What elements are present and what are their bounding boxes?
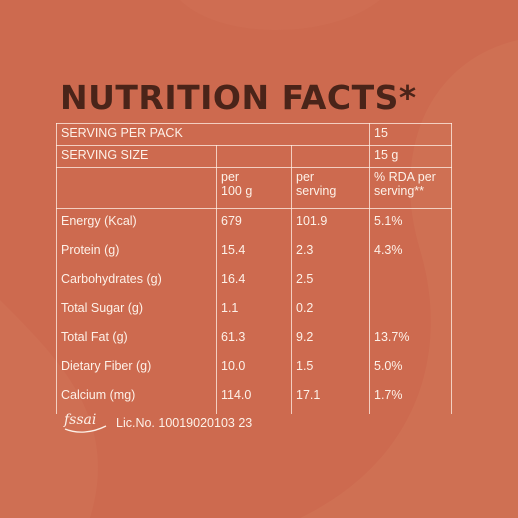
col-header-rda: % RDA per serving** xyxy=(369,167,452,209)
empty-cell xyxy=(216,145,292,168)
row-rda: 1.7% xyxy=(369,383,452,414)
row-per100: 61.3 xyxy=(216,325,292,354)
row-perserving: 17.1 xyxy=(291,383,370,414)
row-rda: 5.0% xyxy=(369,354,452,383)
row-label: Energy (Kcal) xyxy=(56,208,217,238)
table-row: Total Fat (g) 61.3 9.2 13.7% xyxy=(56,325,452,354)
column-header-row: per 100 g per serving % RDA per serving*… xyxy=(56,167,452,209)
nutrition-table: SERVING PER PACK 15 SERVING SIZE 15 g pe… xyxy=(56,123,452,414)
col-header-per100: per 100 g xyxy=(216,167,292,209)
table-row: Total Sugar (g) 1.1 0.2 xyxy=(56,296,452,325)
row-per100: 679 xyxy=(216,208,292,238)
row-perserving: 0.2 xyxy=(291,296,370,325)
col-header-perserving: per serving xyxy=(291,167,370,209)
row-label: Carbohydrates (g) xyxy=(56,267,217,296)
row-rda xyxy=(369,267,452,296)
table-row: Carbohydrates (g) 16.4 2.5 xyxy=(56,267,452,296)
svg-text:fssai: fssai xyxy=(63,412,96,428)
table-row: Protein (g) 15.4 2.3 4.3% xyxy=(56,238,452,267)
row-perserving: 1.5 xyxy=(291,354,370,383)
row-perserving: 2.3 xyxy=(291,238,370,267)
row-label: Calcium (mg) xyxy=(56,383,217,414)
col-header-per100-line1: per xyxy=(221,170,240,184)
empty-cell xyxy=(291,145,370,168)
col-header-rda-line2: serving** xyxy=(374,184,425,198)
table-row: Energy (Kcal) 679 101.9 5.1% xyxy=(56,208,452,238)
row-per100: 10.0 xyxy=(216,354,292,383)
serving-per-pack-label: SERVING PER PACK xyxy=(56,123,370,146)
license-footer: fssai Lic.No. 10019020103 23 xyxy=(62,410,252,436)
row-rda: 4.3% xyxy=(369,238,452,267)
page-title: NUTRITION FACTS* xyxy=(60,78,417,117)
empty-cell xyxy=(56,167,217,209)
fssai-logo-icon: fssai xyxy=(63,412,107,433)
row-per100: 15.4 xyxy=(216,238,292,267)
row-perserving: 9.2 xyxy=(291,325,370,354)
serving-size-row: SERVING SIZE 15 g xyxy=(56,145,452,168)
row-label: Total Fat (g) xyxy=(56,325,217,354)
serving-size-label: SERVING SIZE xyxy=(56,145,217,168)
row-perserving: 101.9 xyxy=(291,208,370,238)
table-row: Dietary Fiber (g) 10.0 1.5 5.0% xyxy=(56,354,452,383)
col-header-per100-line2: 100 g xyxy=(221,184,253,198)
col-header-rda-line1: % RDA per xyxy=(374,170,436,184)
serving-per-pack-row: SERVING PER PACK 15 xyxy=(56,123,452,146)
row-per100: 114.0 xyxy=(216,383,292,414)
row-label: Protein (g) xyxy=(56,238,217,267)
serving-size-value: 15 g xyxy=(369,145,452,168)
license-number: Lic.No. 10019020103 23 xyxy=(116,416,253,430)
serving-per-pack-value: 15 xyxy=(369,123,452,146)
row-rda xyxy=(369,296,452,325)
table-row: Calcium (mg) 114.0 17.1 1.7% xyxy=(56,383,452,414)
row-rda: 5.1% xyxy=(369,208,452,238)
row-rda: 13.7% xyxy=(369,325,452,354)
row-label: Dietary Fiber (g) xyxy=(56,354,217,383)
col-header-perserving-line2: serving xyxy=(296,184,337,198)
row-label: Total Sugar (g) xyxy=(56,296,217,325)
row-per100: 16.4 xyxy=(216,267,292,296)
row-per100: 1.1 xyxy=(216,296,292,325)
row-perserving: 2.5 xyxy=(291,267,370,296)
col-header-perserving-line1: per xyxy=(296,170,315,184)
